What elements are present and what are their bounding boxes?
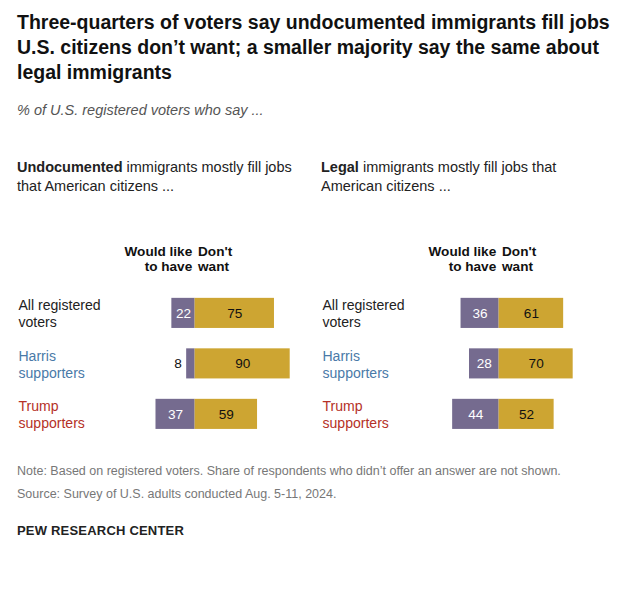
svg-text:Harrissupporters: Harrissupporters <box>322 348 388 381</box>
html-text:Legal immigrants mostly fill j: Legal immigrants mostly fill jobs that A… <box>321 159 557 195</box>
svg-text:37: 37 <box>168 407 183 422</box>
svg-text:Trumpsupporters: Trumpsupporters <box>18 399 84 432</box>
svg-text:Trumpsupporters: Trumpsupporters <box>322 399 388 432</box>
svg-text:70: 70 <box>529 356 545 371</box>
svg-text:Would liketo have: Would liketo have <box>125 244 193 275</box>
svg-text:59: 59 <box>219 407 234 422</box>
html-text:PEW RESEARCH CENTER: PEW RESEARCH CENTER <box>17 523 184 539</box>
svg-text:8: 8 <box>174 356 182 371</box>
svg-text:Would liketo have: Would liketo have <box>429 244 497 275</box>
html-text:Note: Based on registered vote: Note: Based on registered voters. Share … <box>17 464 561 479</box>
svg-text:28: 28 <box>477 356 492 371</box>
svg-text:All registeredvoters: All registeredvoters <box>18 298 100 331</box>
svg-text:All registeredvoters: All registeredvoters <box>322 298 404 331</box>
svg-text:36: 36 <box>473 306 488 321</box>
svg-text:90: 90 <box>235 356 251 371</box>
html-text:Source: Survey of U.S. adults: Source: Survey of U.S. adults conducted … <box>17 487 337 502</box>
html-text:% of U.S. registered voters wh: % of U.S. registered voters who say ... <box>17 102 264 119</box>
svg-text:44: 44 <box>468 407 484 422</box>
svg-text:22: 22 <box>176 306 191 321</box>
html-text:Three-quarters of voters say u: Three-quarters of voters say undocumente… <box>17 11 610 83</box>
svg-text:52: 52 <box>519 407 534 422</box>
svg-text:Don'twant: Don'twant <box>501 244 537 275</box>
svg-text:Don'twant: Don'twant <box>197 244 233 275</box>
svg-text:75: 75 <box>227 306 242 321</box>
svg-text:Harrissupporters: Harrissupporters <box>18 348 84 381</box>
svg-text:61: 61 <box>524 306 539 321</box>
html-text:Undocumented immigrants mostly: Undocumented immigrants mostly fill jobs… <box>17 159 292 195</box>
